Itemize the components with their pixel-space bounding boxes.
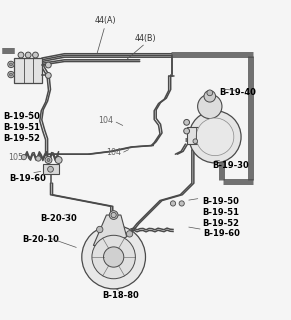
Circle shape [8, 71, 14, 78]
Circle shape [45, 62, 51, 68]
Circle shape [104, 247, 124, 267]
Text: B-20-10: B-20-10 [22, 235, 59, 244]
Circle shape [36, 156, 41, 161]
Circle shape [55, 156, 62, 164]
Text: B-20-30: B-20-30 [40, 214, 77, 223]
Circle shape [8, 61, 14, 68]
Text: 105: 105 [8, 153, 23, 162]
Circle shape [10, 73, 13, 76]
Circle shape [10, 63, 13, 66]
Circle shape [92, 235, 135, 279]
Circle shape [47, 158, 50, 162]
Text: 44(B): 44(B) [135, 34, 156, 43]
Text: B-18-80: B-18-80 [102, 292, 139, 300]
Circle shape [21, 155, 26, 160]
Circle shape [193, 139, 198, 143]
Text: 104: 104 [106, 148, 121, 157]
Circle shape [207, 90, 213, 96]
Circle shape [48, 166, 54, 172]
Circle shape [111, 212, 116, 218]
Circle shape [97, 226, 103, 233]
Circle shape [82, 225, 146, 289]
Bar [187, 127, 205, 144]
Circle shape [33, 52, 38, 58]
Text: B-19-50
B-19-51
B-19-52: B-19-50 B-19-51 B-19-52 [3, 112, 40, 143]
Bar [43, 164, 58, 174]
Circle shape [126, 231, 133, 237]
Text: 104: 104 [98, 116, 113, 125]
Circle shape [45, 73, 51, 78]
Bar [15, 58, 42, 83]
Text: B-19-30: B-19-30 [212, 161, 249, 170]
Circle shape [45, 156, 52, 164]
Circle shape [204, 91, 216, 102]
Circle shape [189, 111, 241, 163]
Text: B-19-50
B-19-51
B-19-52: B-19-50 B-19-51 B-19-52 [202, 197, 239, 228]
Circle shape [171, 201, 176, 206]
Polygon shape [93, 215, 127, 245]
Circle shape [18, 52, 24, 58]
Circle shape [109, 211, 118, 220]
Circle shape [184, 128, 189, 134]
Circle shape [179, 201, 184, 206]
Text: 44(A): 44(A) [94, 16, 116, 25]
Text: B-19-60: B-19-60 [9, 174, 46, 183]
Text: B-19-40: B-19-40 [219, 88, 256, 97]
Circle shape [184, 119, 189, 125]
Text: B-19-60: B-19-60 [203, 229, 240, 238]
Circle shape [198, 94, 222, 119]
Circle shape [25, 52, 31, 58]
Circle shape [196, 118, 234, 156]
